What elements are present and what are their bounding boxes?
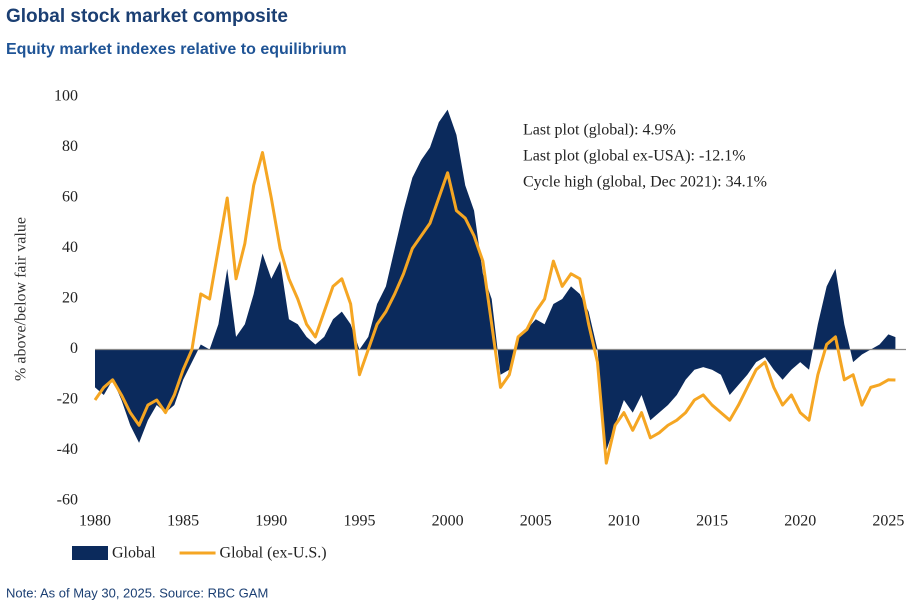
area — [95, 109, 896, 451]
y-tick-label: -20 — [57, 391, 78, 408]
legend-label: Global (ex-U.S.) — [220, 545, 327, 562]
chart-subtitle: Equity market indexes relative to equili… — [6, 41, 347, 58]
legend-swatch — [72, 546, 108, 560]
y-tick-label: 20 — [62, 290, 78, 307]
chart-title: Global stock market composite — [6, 6, 288, 27]
legend-label: Global — [112, 545, 156, 562]
y-tick-label: -60 — [57, 492, 78, 509]
y-tick-label: -40 — [57, 441, 78, 458]
y-axis-label: % above/below fair value — [13, 217, 30, 381]
y-tick-label: 0 — [70, 340, 78, 357]
y-tick-label: 60 — [62, 189, 78, 206]
x-tick-label: 1990 — [255, 513, 287, 530]
x-tick-label: 2015 — [696, 513, 728, 530]
annotation: Last plot (global ex-USA): -12.1% — [523, 148, 746, 165]
x-tick-label: 2010 — [608, 513, 640, 530]
y-tick-label: 80 — [62, 138, 78, 155]
x-tick-label: 1995 — [343, 513, 375, 530]
x-tick-label: 2005 — [520, 513, 552, 530]
annotation: Cycle high (global, Dec 2021): 34.1% — [523, 174, 767, 191]
x-tick-label: 2025 — [872, 513, 904, 530]
x-tick-label: 1985 — [167, 513, 199, 530]
x-tick-label: 2020 — [784, 513, 816, 530]
annotation: Last plot (global): 4.9% — [523, 122, 676, 139]
y-tick-label: 40 — [62, 239, 78, 256]
x-tick-label: 1980 — [79, 513, 111, 530]
line — [93, 151, 896, 465]
x-tick-label: 2000 — [432, 513, 464, 530]
y-tick-label: 100 — [54, 88, 78, 105]
note: Note: As of May 30, 2025. Source: RBC GA… — [6, 585, 268, 600]
